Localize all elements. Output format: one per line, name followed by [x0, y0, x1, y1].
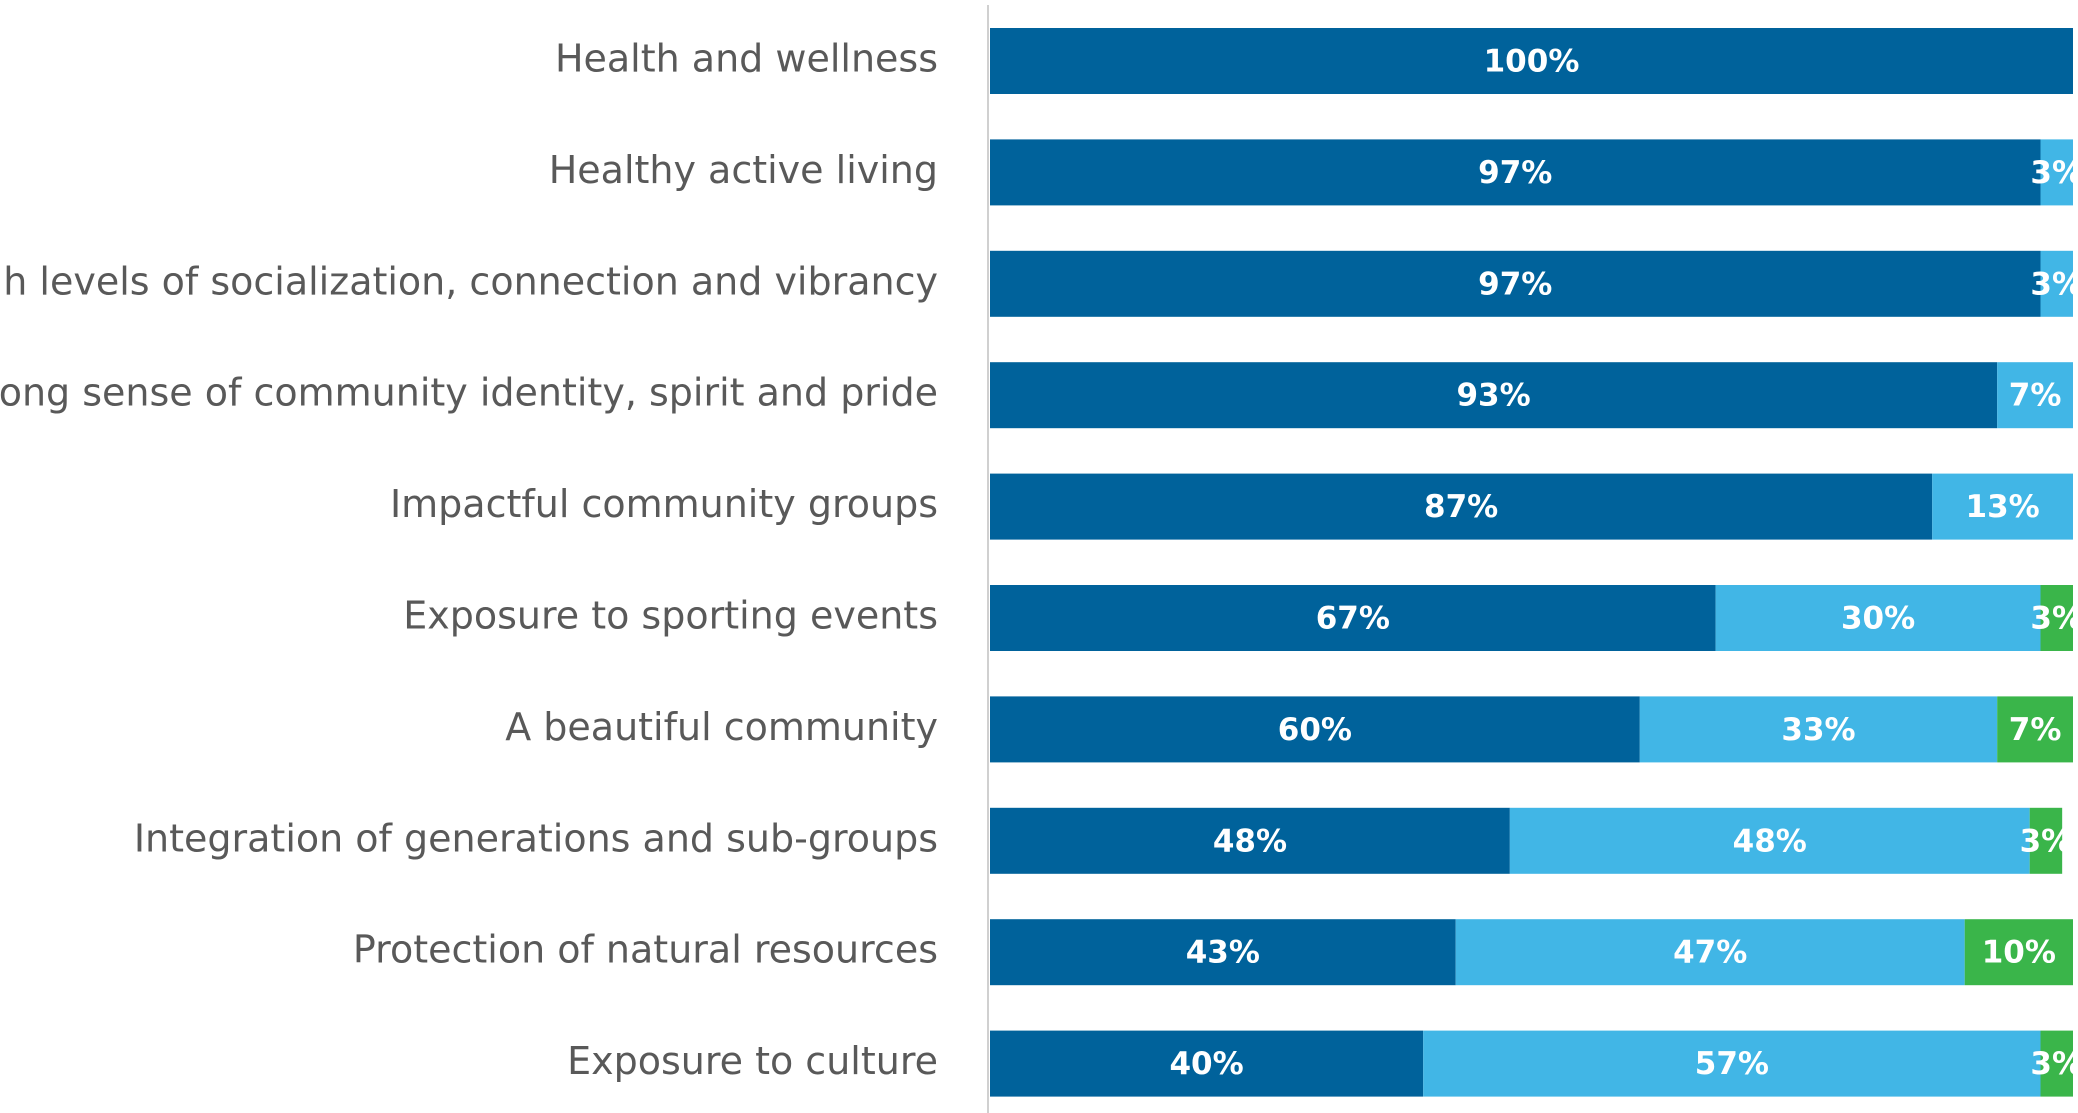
category-label: Integration of generations and sub-group… — [134, 816, 938, 860]
bar-segment — [2040, 585, 2073, 651]
bar-segment — [990, 28, 2073, 94]
value-label: 3% — [2030, 601, 2078, 637]
category-label: Health and wellness — [555, 37, 938, 81]
value-label: 60% — [1278, 712, 1352, 748]
bar-segment — [990, 807, 1510, 874]
category-label: Protection of natural resources — [353, 928, 938, 972]
value-label: 7% — [2009, 712, 2062, 748]
value-label: 3% — [2030, 266, 2078, 302]
value-label: 7% — [2009, 378, 2062, 414]
category-label: Healthy active living — [549, 148, 938, 192]
value-label: 3% — [2030, 155, 2078, 191]
value-label: 100% — [1484, 44, 1580, 80]
value-label: 33% — [1781, 712, 1855, 748]
value-label: 3% — [2020, 823, 2073, 859]
bar-segment — [1932, 473, 2073, 540]
category-label: High levels of socialization, connection… — [0, 259, 938, 303]
bar-segment — [1964, 919, 2073, 986]
category-label: Impactful community groups — [390, 482, 938, 526]
value-label: 13% — [1966, 489, 2040, 525]
bar-segment — [2029, 807, 2063, 874]
value-label: 57% — [1695, 1046, 1769, 1082]
value-label: 87% — [1424, 489, 1498, 525]
value-label: 48% — [1733, 823, 1807, 859]
bar-segment — [1997, 362, 2073, 429]
bar-segment — [1455, 919, 1965, 986]
value-label: 97% — [1478, 155, 1552, 191]
value-label: 40% — [1169, 1046, 1243, 1082]
bar-segment — [990, 139, 2041, 206]
bar-segment — [1639, 696, 1998, 763]
bar-segment — [990, 919, 1456, 986]
bar-segment — [990, 362, 1998, 429]
bar-segment — [990, 1030, 1424, 1097]
bar-segment — [990, 473, 1933, 540]
bar-segment — [2040, 1030, 2073, 1097]
category-label: Exposure to sporting events — [403, 594, 938, 638]
value-label: 3% — [2030, 1046, 2078, 1082]
value-label: 43% — [1186, 935, 1260, 971]
bar-segment — [1423, 1030, 2041, 1097]
value-label: 67% — [1316, 601, 1390, 637]
bar-segment — [990, 585, 1716, 651]
value-label: 47% — [1673, 935, 1747, 971]
bar-segment — [2040, 139, 2073, 206]
value-label: 10% — [1982, 935, 2056, 971]
bar-segment — [990, 250, 2041, 317]
value-label: 93% — [1456, 378, 1530, 414]
bar-segment — [1715, 585, 2041, 651]
bar-segment — [1509, 807, 2030, 874]
bar-segment — [2040, 250, 2073, 317]
bar-segment — [990, 696, 1640, 763]
value-label: 97% — [1478, 266, 1552, 302]
category-label: Strong sense of community identity, spir… — [0, 371, 938, 415]
value-label: 30% — [1841, 601, 1915, 637]
bar-segment — [1997, 696, 2073, 763]
category-label: Exposure to culture — [567, 1039, 938, 1083]
value-label: 48% — [1213, 823, 1287, 859]
category-label: A beautiful community — [505, 705, 938, 749]
